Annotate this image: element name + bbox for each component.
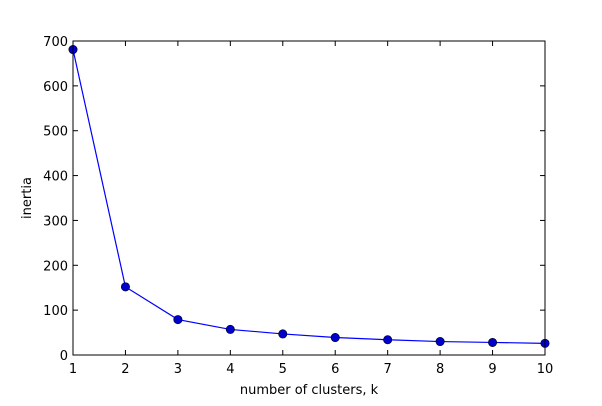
y-tick-label: 400 [43,170,68,185]
x-tick-label: 2 [121,362,129,377]
data-point-k9 [488,337,498,347]
y-axis: 0 100 200 300 400 500 600 700 [43,35,545,364]
data-point-k2 [120,282,130,292]
y-tick-label: 200 [43,259,68,274]
y-tick-label: 100 [43,304,68,319]
plot-area [73,41,545,355]
x-tick-label: 1 [69,362,77,377]
x-tick-label: 10 [537,362,554,377]
y-tick-label: 500 [43,125,68,140]
x-tick-label: 6 [331,362,339,377]
y-tick-label: 700 [43,35,68,50]
y-tick-label: 0 [60,349,68,364]
x-tick-label: 8 [436,362,444,377]
x-tick-label: 5 [279,362,287,377]
plot-frame [72,40,546,356]
x-tick-label: 4 [226,362,234,377]
x-tick-label: 7 [384,362,392,377]
x-axis-label: number of clusters, k [240,383,379,398]
y-tick-label: 600 [43,80,68,95]
x-tick-label: 3 [174,362,182,377]
series-line [72,49,546,344]
data-point-k8 [435,337,445,347]
x-tick-label: 9 [488,362,496,377]
data-point-k3 [173,315,183,325]
data-point-k4 [225,324,235,334]
data-point-k7 [383,335,393,345]
x-axis: 1 2 3 4 5 6 7 8 9 10 [69,41,553,377]
data-point-k5 [278,329,288,339]
y-tick-label: 300 [43,214,68,229]
y-axis-label: inertia [20,177,35,219]
data-point-k6 [330,333,340,343]
